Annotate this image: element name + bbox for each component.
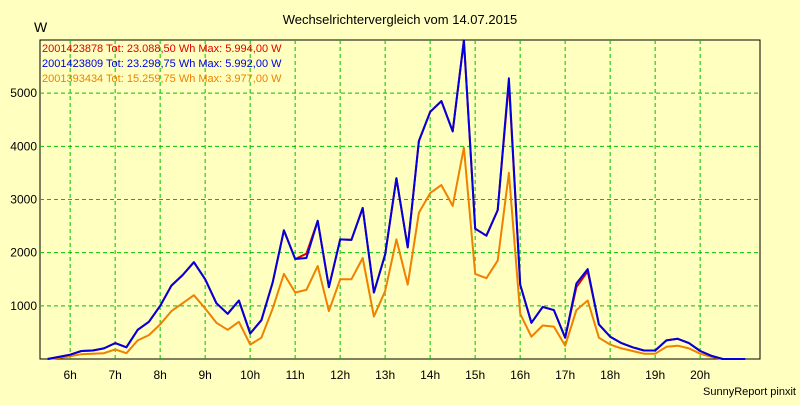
series-lines: [47, 39, 746, 360]
y-tick-label: 4000: [10, 139, 37, 153]
y-tick-label: 5000: [10, 86, 37, 100]
legend-entry-2: 2001423809 Tot: 23.298,75 Wh Max: 5.992,…: [42, 58, 282, 70]
legend: 2001423878 Tot: 23.088,50 Wh Max: 5.994,…: [42, 43, 282, 85]
x-tick-label: 17h: [555, 368, 575, 382]
x-tick-label: 8h: [153, 368, 166, 382]
x-tick-label: 16h: [510, 368, 530, 382]
y-tick-label: 3000: [10, 193, 37, 207]
legend-entry-3: 2001393434 Tot: 15.259,75 Wh Max: 3.977,…: [42, 73, 282, 85]
series-line-3: [47, 146, 746, 360]
y-axis-label: W: [34, 19, 48, 35]
x-tick-label: 15h: [465, 368, 485, 382]
x-tick-label: 20h: [690, 368, 710, 382]
x-tick-label: 9h: [198, 368, 211, 382]
y-tick-label: 1000: [10, 299, 37, 313]
x-tick-label: 12h: [330, 368, 350, 382]
series-line-2: [47, 39, 746, 360]
x-tick-label: 13h: [375, 368, 395, 382]
legend-entry-1: 2001423878 Tot: 23.088,50 Wh Max: 5.994,…: [42, 43, 282, 55]
x-tick-label: 11h: [286, 368, 305, 382]
x-tick-label: 19h: [645, 368, 665, 382]
x-tick-label: 6h: [63, 368, 76, 382]
axis-ticks: 1000 2000 3000 4000 5000 6h 7h 8h 9h 10h 11h 12h 13h…: [10, 86, 710, 382]
y-tick-label: 2000: [10, 246, 37, 260]
chart-title: Wechselrichtervergleich vom 14.07.2015: [283, 12, 518, 27]
x-tick-label: 18h: [600, 368, 620, 382]
x-tick-label: 7h: [108, 368, 121, 382]
footer-credit: SunnyReport pinxit: [703, 386, 796, 398]
x-tick-label: 10h: [240, 368, 260, 382]
x-tick-label: 14h: [420, 368, 440, 382]
